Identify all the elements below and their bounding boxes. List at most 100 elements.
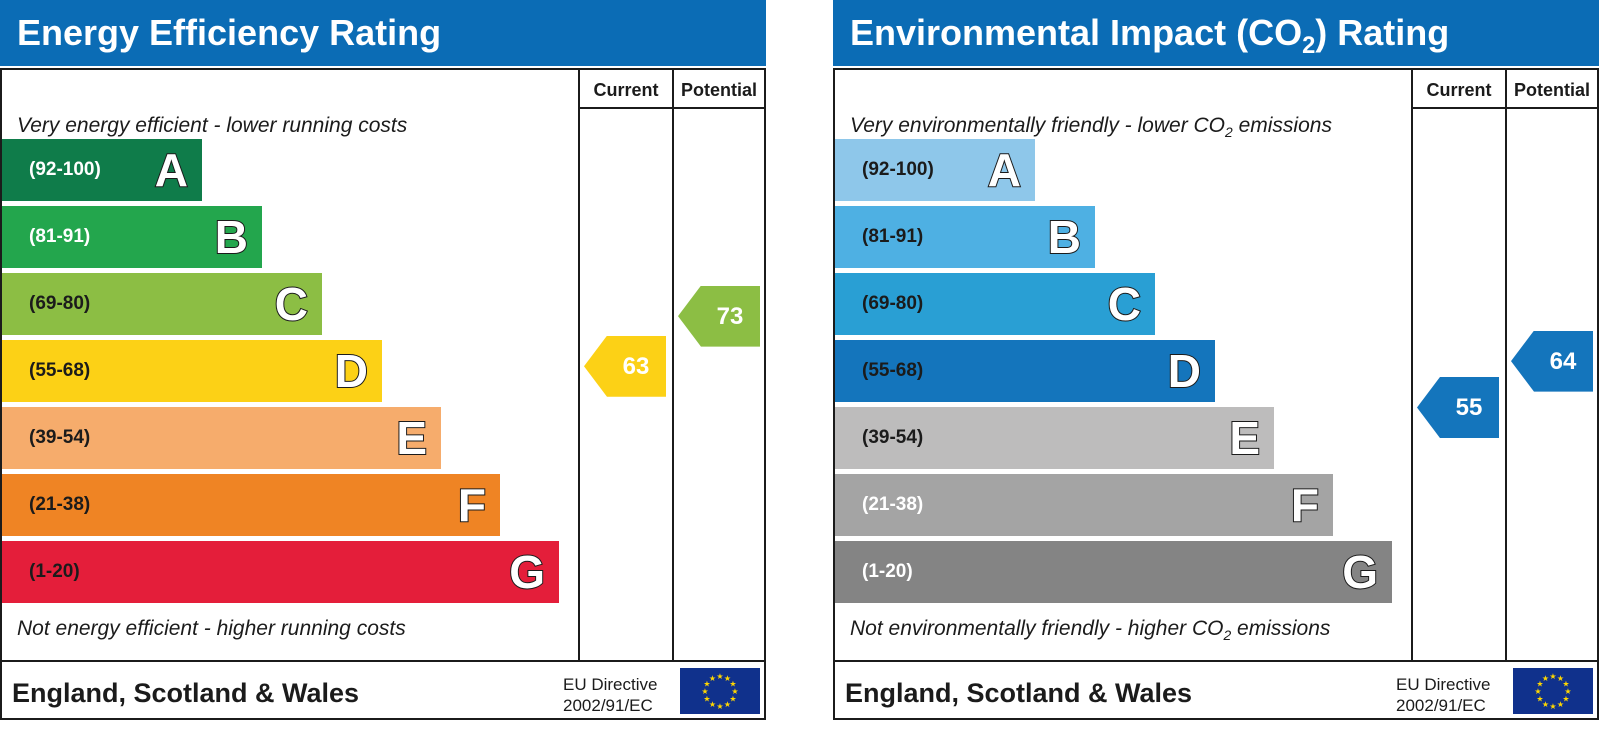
potential-rating-arrow: 64 — [1511, 330, 1593, 392]
column-header-potential: Potential — [680, 80, 757, 100]
band-range-label: (69-80) — [29, 293, 91, 314]
band-range-label: (39-54) — [29, 427, 91, 448]
eu-star-icon: ★ — [1534, 687, 1541, 696]
band-f: (21-38) F — [835, 474, 1333, 536]
band-range-label: (1-20) — [862, 561, 913, 582]
column-header-current: Current — [593, 80, 659, 100]
band-d: (55-68) D — [835, 340, 1215, 402]
current-rating-arrow: 63 — [584, 335, 666, 397]
top-note: Very energy efficient - lower running co… — [17, 114, 408, 137]
band-letter: F — [1290, 478, 1320, 532]
divider — [672, 70, 674, 660]
chart-title-text: Energy Efficiency Rating — [17, 12, 442, 53]
column-header-potential: Potential — [1513, 80, 1590, 100]
potential-rating-arrow: 73 — [678, 285, 760, 347]
eu-star-icon: ★ — [709, 674, 716, 683]
band-range-label: (39-54) — [862, 427, 924, 448]
bottom-note: Not energy efficient - higher running co… — [17, 617, 406, 640]
band-range-label: (21-38) — [862, 494, 924, 515]
eu-star-icon: ★ — [731, 687, 738, 696]
band-range-label: (81-91) — [862, 226, 924, 247]
eu-star-icon: ★ — [724, 674, 731, 683]
eu-star-icon: ★ — [1564, 687, 1571, 696]
eu-flag-icon: ★ ★ ★ ★ ★ ★ ★ ★ ★ ★ ★ ★ — [1513, 668, 1593, 714]
band-f: (21-38) F — [2, 474, 500, 536]
eu-directive-text: EU Directive 2002/91/EC — [1396, 674, 1490, 716]
band-b: (81-91) B — [2, 206, 262, 268]
band-range-label: (92-100) — [29, 159, 101, 180]
eu-star-icon: ★ — [1549, 672, 1556, 681]
band-e: (39-54) E — [2, 407, 441, 469]
divider — [1411, 70, 1413, 660]
eu-star-icon: ★ — [1536, 695, 1543, 704]
eu-star-icon: ★ — [1557, 674, 1564, 683]
band-range-label: (92-100) — [862, 159, 934, 180]
column-header-current: Current — [1426, 80, 1492, 100]
band-b: (81-91) B — [835, 206, 1095, 268]
band-range-label: (69-80) — [862, 293, 924, 314]
band-letter: C — [274, 277, 309, 331]
eu-star-icon: ★ — [701, 687, 708, 696]
potential-rating-value: 64 — [1549, 347, 1577, 375]
band-a: (92-100) A — [835, 139, 1035, 201]
eu-star-icon: ★ — [716, 702, 723, 711]
eu-star-icon: ★ — [1549, 702, 1556, 711]
band-g: (1-20) G — [2, 541, 559, 603]
chart-frame: Current Potential Very energy efficient … — [0, 68, 766, 720]
band-range-label: (81-91) — [29, 226, 91, 247]
eu-star-icon: ★ — [703, 680, 710, 689]
band-letter: A — [987, 143, 1022, 197]
region-label: England, Scotland & Wales — [845, 678, 1193, 708]
band-c: (69-80) C — [835, 273, 1155, 335]
eu-star-icon: ★ — [716, 672, 723, 681]
eu-star-icon: ★ — [1557, 700, 1564, 709]
eu-star-icon: ★ — [709, 700, 716, 709]
band-letter: E — [1228, 411, 1261, 465]
band-letter: E — [395, 411, 428, 465]
current-rating-value: 63 — [622, 352, 650, 380]
energy-efficiency-chart: Energy Efficiency Rating Current Potenti… — [0, 0, 766, 720]
current-rating-value: 55 — [1455, 394, 1483, 421]
bottom-note: Not environmentally friendly - higher CO… — [850, 617, 1331, 643]
band-letter: A — [154, 143, 189, 197]
chart-title-text: Environmental Impact (CO2) Rating — [850, 12, 1450, 60]
eu-flag-icon: ★ ★ ★ ★ ★ ★ ★ ★ ★ ★ ★ ★ — [680, 668, 760, 714]
potential-rating-value: 73 — [716, 302, 744, 330]
eu-directive-text: EU Directive 2002/91/EC — [563, 674, 657, 716]
eu-star-icon: ★ — [1562, 695, 1569, 704]
band-g: (1-20) G — [835, 541, 1392, 603]
chart-title: Environmental Impact (CO2) Rating — [833, 0, 1599, 66]
eu-star-icon: ★ — [1536, 680, 1543, 689]
divider — [2, 660, 764, 662]
band-a: (92-100) A — [2, 139, 202, 201]
top-note: Very environmentally friendly - lower CO… — [850, 114, 1332, 140]
eu-star-icon: ★ — [729, 680, 736, 689]
eu-star-icon: ★ — [724, 700, 731, 709]
band-range-label: (21-38) — [29, 494, 91, 515]
band-d: (55-68) D — [2, 340, 382, 402]
chart-frame: Current Potential Very environmentally f… — [833, 68, 1599, 720]
directive-line: EU Directive — [1396, 675, 1491, 694]
chart-title: Energy Efficiency Rating — [0, 0, 766, 66]
divider — [1505, 70, 1507, 660]
directive-line: EU Directive — [563, 675, 658, 694]
divider — [578, 70, 580, 660]
band-letter: D — [1167, 344, 1202, 398]
divider — [578, 107, 764, 109]
directive-line: 2002/91/EC — [1396, 696, 1486, 715]
band-letter: G — [508, 545, 546, 599]
environmental-impact-chart: Environmental Impact (CO2) Rating Curren… — [833, 0, 1599, 720]
region-label: England, Scotland & Wales — [12, 678, 360, 708]
band-letter: F — [457, 478, 487, 532]
band-letter: G — [1341, 545, 1379, 599]
directive-line: 2002/91/EC — [563, 696, 653, 715]
band-letter: D — [334, 344, 369, 398]
band-letter: C — [1107, 277, 1142, 331]
eu-star-icon: ★ — [1562, 680, 1569, 689]
eu-star-icon: ★ — [1542, 674, 1549, 683]
current-rating-arrow: 55 — [1417, 377, 1499, 438]
band-e: (39-54) E — [835, 407, 1274, 469]
band-letter: B — [1047, 210, 1082, 264]
band-range-label: (55-68) — [862, 360, 924, 381]
eu-star-icon: ★ — [1542, 700, 1549, 709]
